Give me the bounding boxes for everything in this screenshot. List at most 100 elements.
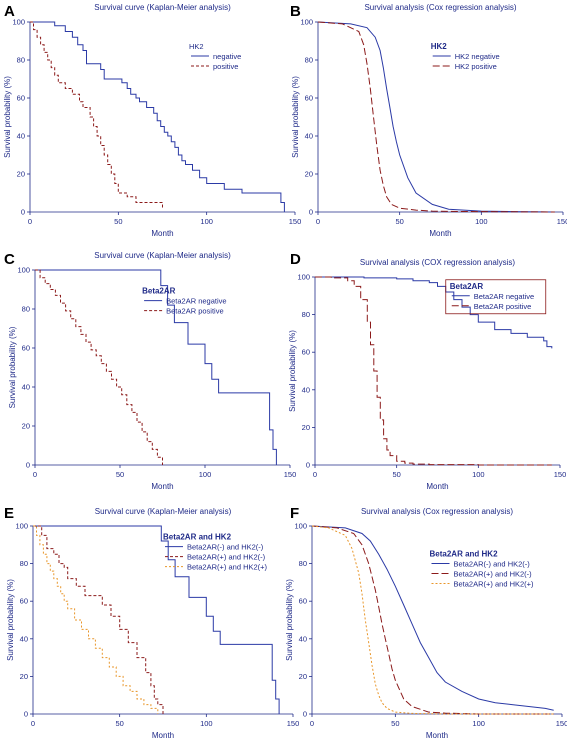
x-axis-label: Month <box>151 482 173 491</box>
y-tick-label: 100 <box>17 266 30 275</box>
panel-a: A Survival curve (Kaplan-Meier analysis) 0… <box>3 3 301 238</box>
x-tick-label: 150 <box>289 217 302 226</box>
x-tick-label: 100 <box>200 217 213 226</box>
x-tick-label: 100 <box>200 719 213 728</box>
y-tick-label: 0 <box>26 461 30 470</box>
panel-letter: C <box>4 251 15 268</box>
x-tick-label: 50 <box>392 470 400 479</box>
x-tick-label: 150 <box>284 470 297 479</box>
chart-title: Survival curve (Kaplan-Meier analysis) <box>94 251 231 260</box>
x-tick-label: 100 <box>472 470 485 479</box>
y-tick-label: 60 <box>299 597 307 606</box>
y-axis-label: Survival probability (%) <box>291 76 300 158</box>
x-tick-label: 150 <box>287 719 300 728</box>
y-tick-label: 80 <box>299 559 307 568</box>
panel-b: B Survival analysis (Cox regression analy… <box>290 3 567 238</box>
y-axis-label: Survival probability (%) <box>3 76 12 158</box>
x-tick-label: 50 <box>395 217 403 226</box>
y-axis-label: Survival probability (%) <box>285 579 294 661</box>
x-tick-label: 50 <box>115 719 123 728</box>
y-tick-label: 40 <box>20 634 28 643</box>
chart-title: Survival analysis (Cox regression analys… <box>361 507 513 516</box>
legend-entry: Beta2AR negative <box>166 297 226 306</box>
x-tick-label: 0 <box>313 470 317 479</box>
legend-entry: HK2 negative <box>455 52 500 61</box>
y-tick-label: 0 <box>306 461 310 470</box>
legend-title: HK2 <box>431 42 448 51</box>
legend-entry: Beta2AR negative <box>474 292 534 301</box>
y-tick-label: 80 <box>17 56 25 65</box>
y-tick-label: 40 <box>302 385 310 394</box>
x-tick-label: 50 <box>116 470 124 479</box>
legend-entry: Beta2AR(-) and HK2(-) <box>187 543 264 552</box>
chart-title: Survival curve (Kaplan-Meier analysis) <box>95 507 232 516</box>
legend-title: Beta2AR <box>450 282 484 291</box>
y-axis-label: Survival probability (%) <box>8 326 17 408</box>
y-tick-label: 100 <box>15 522 28 531</box>
y-tick-label: 100 <box>12 18 25 27</box>
y-tick-label: 60 <box>305 94 313 103</box>
x-tick-label: 50 <box>391 719 399 728</box>
y-tick-label: 80 <box>22 305 30 314</box>
legend-entry: HK2 positive <box>455 62 497 71</box>
series-line-1 <box>30 21 285 212</box>
legend-entry: negative <box>213 52 241 61</box>
series-line-1 <box>317 21 555 213</box>
series-line-2 <box>30 21 163 209</box>
x-tick-label: 100 <box>472 719 485 728</box>
y-tick-label: 40 <box>299 634 307 643</box>
chart-title: Survival curve (Kaplan-Meier analysis) <box>94 3 231 12</box>
y-tick-label: 80 <box>20 559 28 568</box>
panel-d: D Survival analysis (COX regression analy… <box>288 251 566 491</box>
legend-title: HK2 <box>189 42 204 51</box>
x-tick-label: 100 <box>199 470 212 479</box>
x-tick-label: 0 <box>31 719 35 728</box>
series-line-1 <box>33 525 280 714</box>
x-tick-label: 0 <box>28 217 32 226</box>
x-axis-label: Month <box>152 731 174 740</box>
y-axis-label: Survival probability (%) <box>288 330 297 412</box>
panel-letter: D <box>290 251 301 268</box>
panel-c: C Survival curve (Kaplan-Meier analysis) 0… <box>4 251 296 491</box>
x-tick-label: 150 <box>556 719 567 728</box>
y-tick-label: 60 <box>17 94 25 103</box>
series-line-2 <box>317 21 555 213</box>
x-tick-label: 150 <box>557 217 567 226</box>
panel-letter: B <box>290 3 301 20</box>
legend-entry: Beta2AR(-) and HK2(-) <box>454 560 531 569</box>
legend-entry: positive <box>213 62 238 71</box>
series-line-1 <box>311 525 554 711</box>
y-tick-label: 60 <box>302 348 310 357</box>
series-line-2 <box>35 269 163 465</box>
legend-title: Beta2AR and HK2 <box>430 550 499 559</box>
x-tick-label: 0 <box>310 719 314 728</box>
y-tick-label: 60 <box>20 597 28 606</box>
y-tick-label: 20 <box>305 170 313 179</box>
series-line-2 <box>311 525 554 715</box>
y-tick-label: 20 <box>22 422 30 431</box>
y-tick-label: 0 <box>309 208 313 217</box>
x-tick-label: 100 <box>475 217 488 226</box>
legend-title: Beta2AR <box>142 287 176 296</box>
x-tick-label: 50 <box>114 217 122 226</box>
x-axis-label: Month <box>429 229 451 238</box>
y-tick-label: 0 <box>24 710 28 719</box>
series-line-2 <box>315 276 552 466</box>
y-tick-label: 20 <box>20 672 28 681</box>
legend-entry: Beta2AR(+) and HK2(+) <box>187 563 268 572</box>
y-tick-label: 20 <box>17 170 25 179</box>
legend-entry: Beta2AR positive <box>474 302 532 311</box>
legend-title: Beta2AR and HK2 <box>163 533 232 542</box>
y-tick-label: 40 <box>17 132 25 141</box>
y-tick-label: 100 <box>300 18 313 27</box>
x-axis-label: Month <box>426 731 448 740</box>
y-tick-label: 0 <box>21 208 25 217</box>
panel-letter: F <box>290 505 299 522</box>
